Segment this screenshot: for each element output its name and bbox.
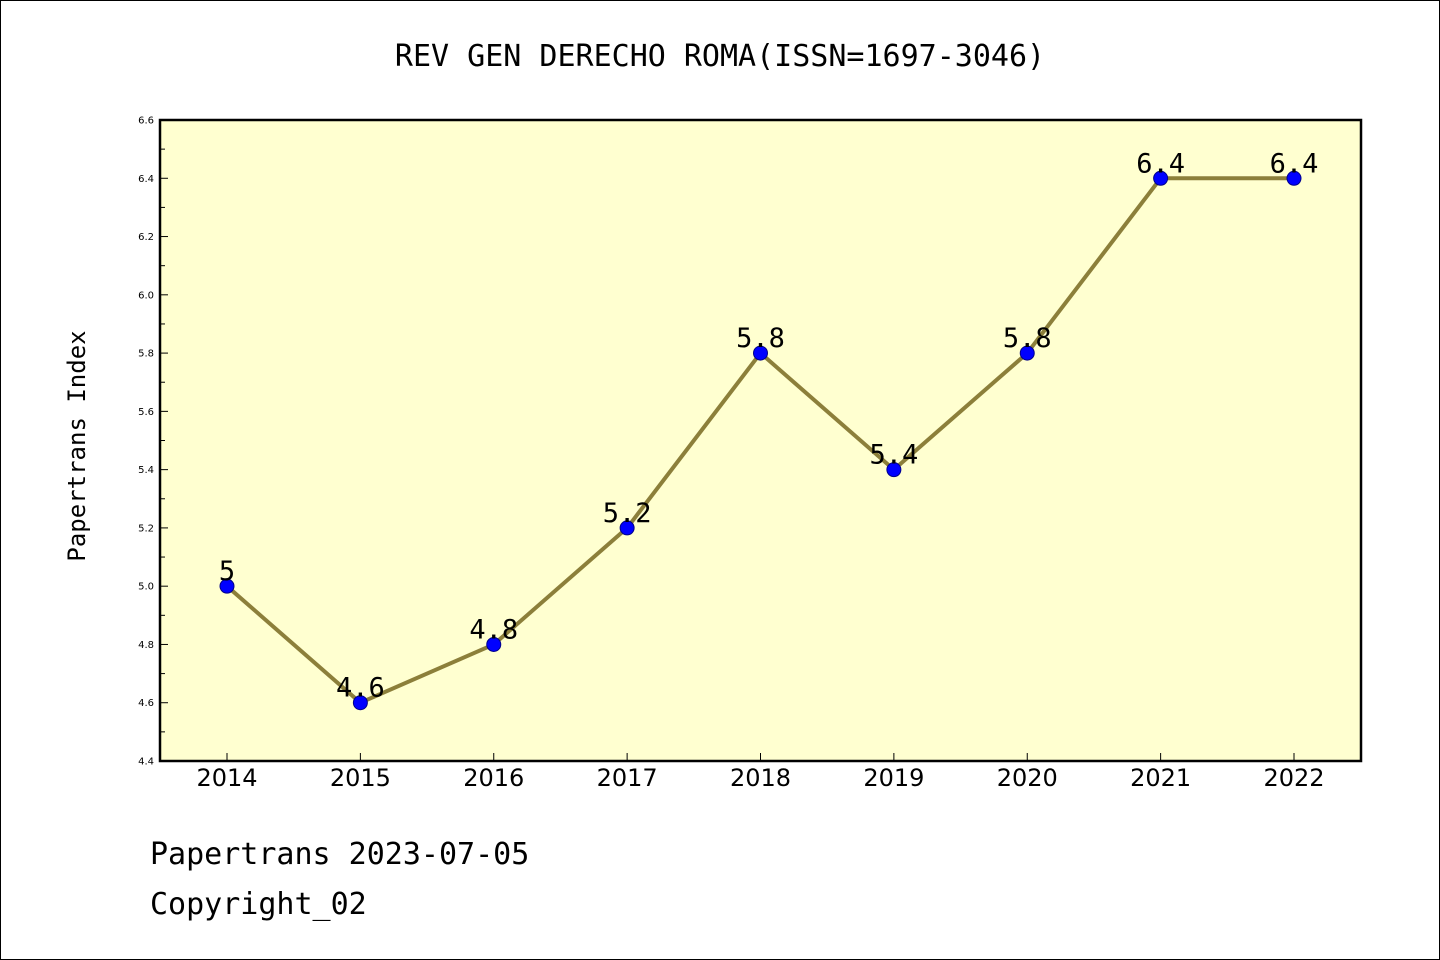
data-label: 5.8 [736,323,785,354]
data-point [219,578,235,594]
y-tick-label: 4.6 [138,698,154,709]
y-tick-label: 6.4 [138,174,154,185]
y-tick-label: 5.2 [138,523,154,534]
x-tick-label: 2021 [1130,764,1191,792]
x-tick-label: 2019 [863,764,924,792]
data-label: 5.2 [603,498,652,529]
y-tick-label: 6.2 [138,232,154,243]
footer-copyright: Copyright_02 [150,887,367,922]
x-tick-label: 2018 [730,764,791,792]
y-tick-label: 4.8 [138,640,154,651]
data-label: 4.8 [469,614,518,645]
y-axis: 4.4 4.6 4.8 5.0 5.2 5.4 5.6 5.8 6.0 6.2 6.4 6.6 [138,116,168,768]
x-tick-label: 2014 [196,764,257,792]
data-label: 6.4 [1136,148,1185,179]
y-tick-label: 6.0 [138,290,154,301]
series-papertrans-index: 5 4.6 4.8 5.2 5.8 5.4 5.8 6.4 6.4 [219,148,1319,711]
chart-title: REV GEN DERECHO ROMA(ISSN=1697-3046) [395,39,1045,74]
data-point [352,695,368,711]
data-label: 6.4 [1270,148,1319,179]
data-point [619,520,635,536]
plot-area [160,120,1361,761]
data-point [1019,345,1035,361]
x-tick-label: 2020 [997,764,1058,792]
data-point [486,636,502,652]
x-axis: 2014 2015 2016 2017 2018 2019 2020 2021 2022 [196,753,1325,792]
data-label: 4.6 [336,673,385,704]
data-label: 5 [219,556,235,587]
data-point [1153,170,1169,186]
x-tick-label: 2016 [463,764,524,792]
data-point [753,345,768,361]
data-point [1286,170,1302,186]
footer-source-line: Papertrans 2023-07-05 [150,837,529,872]
y-tick-label: 5.8 [138,349,154,360]
y-tick-label: 4.4 [138,757,154,768]
y-axis-label: Papertrans Index [63,330,91,561]
data-label: 5.4 [869,440,918,471]
y-tick-label: 5.6 [138,407,154,418]
plot-border [158,118,1363,763]
y-tick-label: 5.0 [138,582,154,593]
y-tick-label: 5.4 [138,465,154,476]
data-label: 5.8 [1003,323,1052,354]
data-point [886,462,902,478]
x-tick-label: 2015 [330,764,391,792]
x-tick-label: 2022 [1263,764,1324,792]
x-tick-label: 2017 [597,764,658,792]
y-tick-label: 6.6 [138,116,154,127]
